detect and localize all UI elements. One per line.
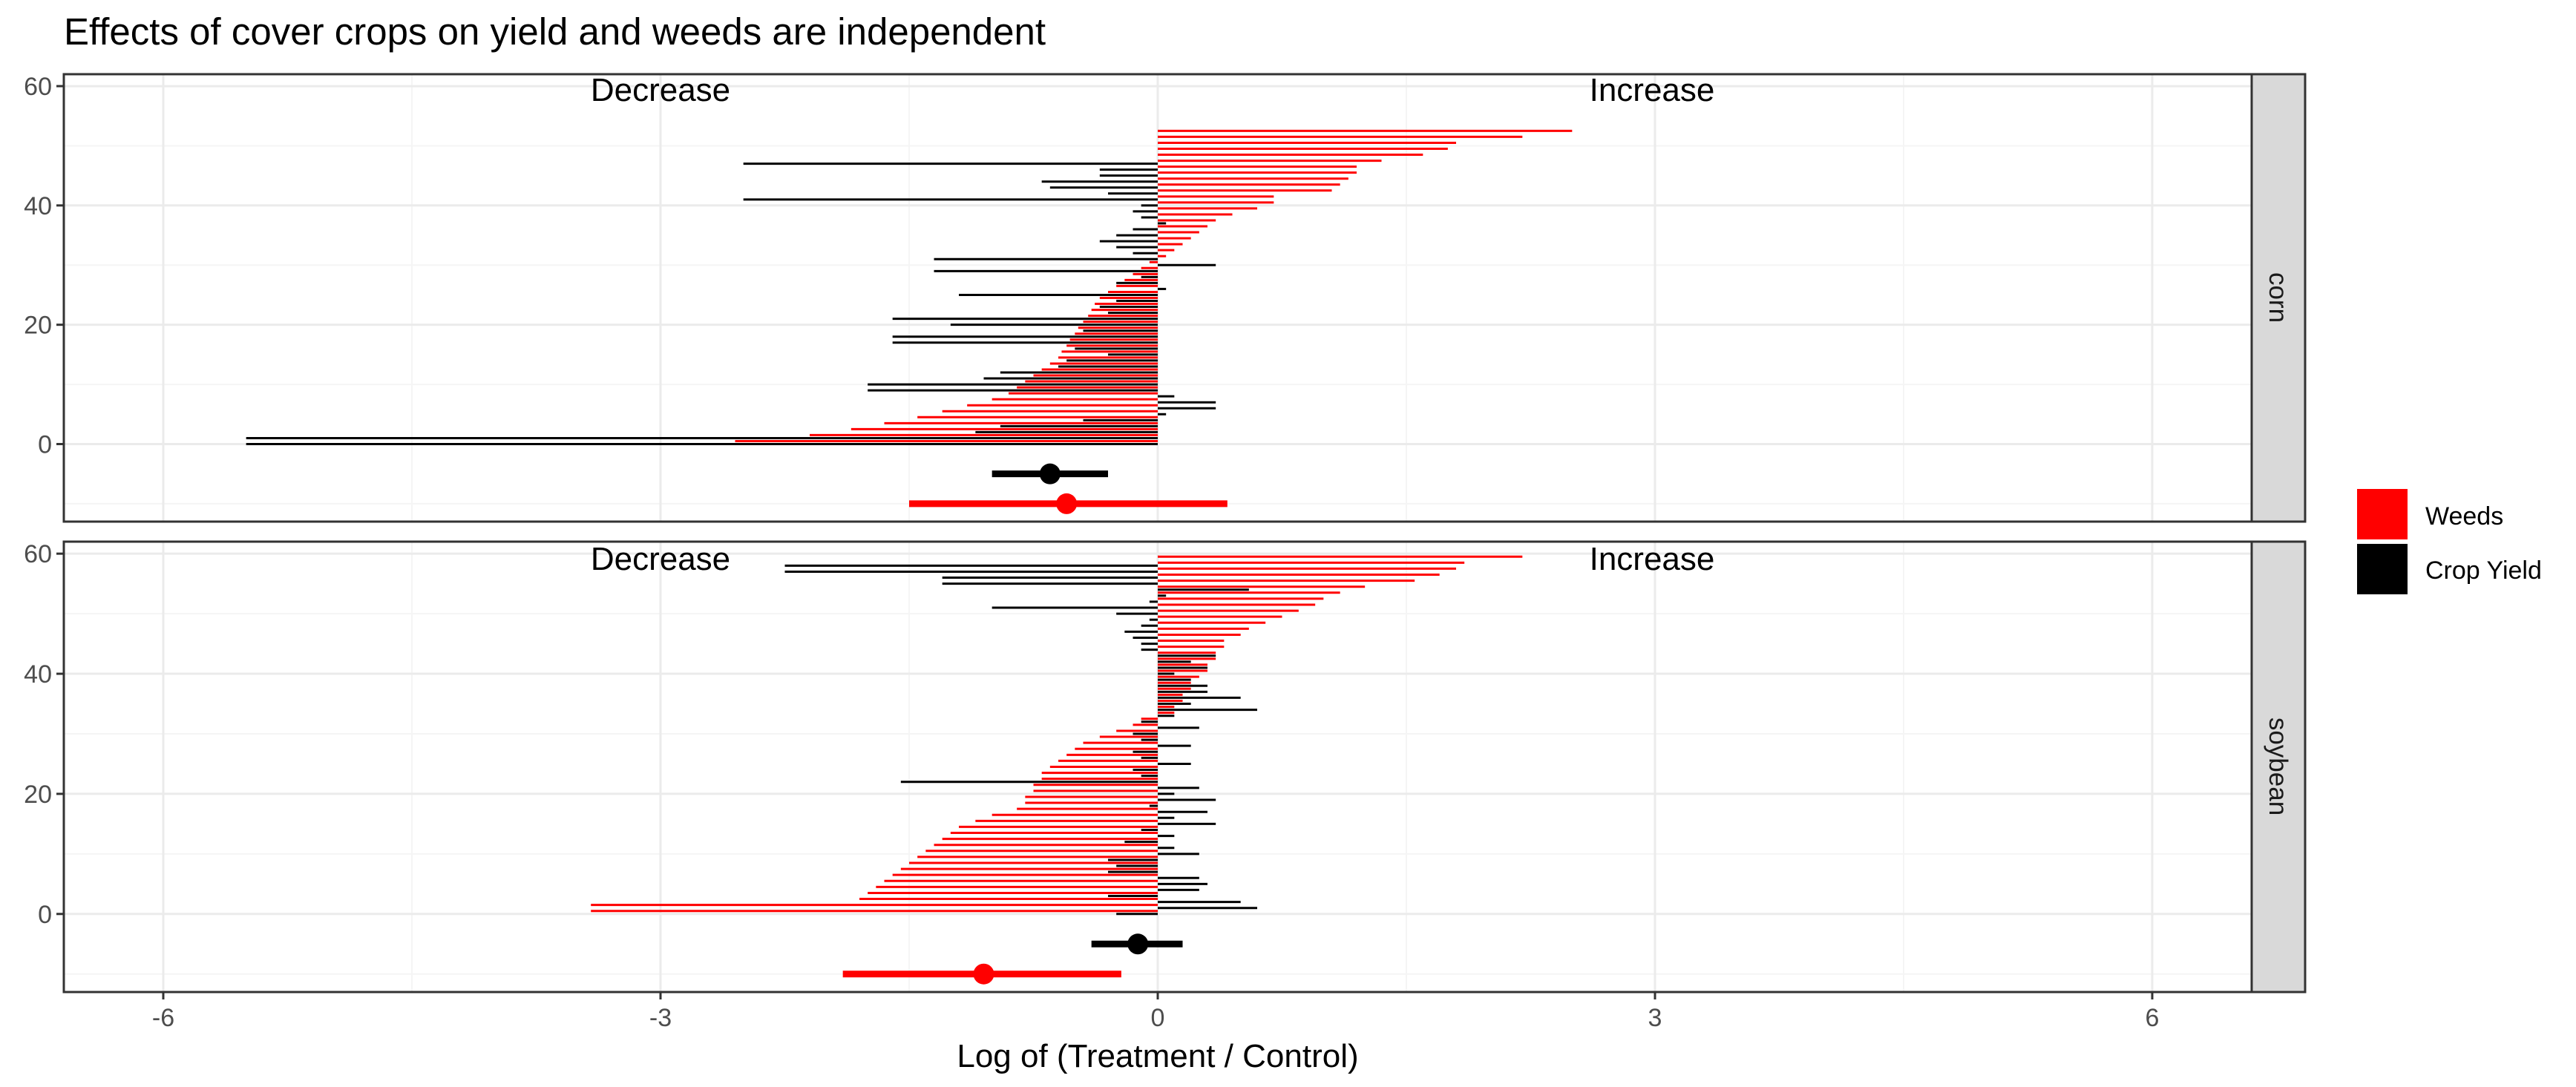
- annotation-decrease: Decrease: [591, 541, 730, 577]
- x-axis: -6 -3 0 3 6: [152, 992, 2160, 1032]
- y-tick-label: 0: [38, 901, 52, 929]
- strip-label: corn: [2264, 272, 2292, 323]
- annotation-increase: Increase: [1590, 541, 1715, 577]
- legend-key-weeds: [2357, 489, 2408, 539]
- yield-summary-point: [1127, 933, 1149, 955]
- legend-key-crop-yield: [2357, 544, 2408, 594]
- weeds-summary-point: [973, 963, 994, 985]
- y-axis: 0 20 40 60: [24, 73, 64, 459]
- weeds-summary-point: [1056, 493, 1078, 514]
- y-tick-label: 60: [24, 73, 52, 101]
- y-tick-label: 60: [24, 540, 52, 568]
- yield-summary-point: [1039, 463, 1061, 485]
- annotation-decrease: Decrease: [591, 72, 730, 108]
- x-tick-label: 6: [2146, 1004, 2160, 1032]
- y-axis: 0 20 40 60: [24, 540, 64, 929]
- annotation-increase: Increase: [1590, 72, 1715, 108]
- bars: [591, 555, 1523, 916]
- x-tick-label: -6: [152, 1004, 174, 1032]
- legend-label-weeds: Weeds: [2425, 502, 2503, 531]
- x-tick-label: 0: [1151, 1004, 1165, 1032]
- panel-soybean: Decrease Increase 0 20 40 60 soybean: [24, 540, 2307, 994]
- x-tick-label: -3: [649, 1004, 672, 1032]
- y-tick-label: 20: [24, 781, 52, 809]
- legend: Weeds Crop Yield: [2357, 489, 2542, 594]
- panel-corn: Decrease Increase 0 20 40 60 corn: [24, 72, 2307, 523]
- y-tick-label: 40: [24, 192, 52, 220]
- y-tick-label: 40: [24, 660, 52, 689]
- x-axis-title: Log of (Treatment / Control): [957, 1038, 1358, 1074]
- legend-label-crop-yield: Crop Yield: [2425, 556, 2542, 585]
- x-tick-label: 3: [1648, 1004, 1662, 1032]
- summary-estimates: [909, 463, 1228, 514]
- bars: [246, 129, 1573, 445]
- y-tick-label: 20: [24, 312, 52, 340]
- strip: [2250, 73, 2307, 523]
- y-tick-label: 0: [38, 430, 52, 459]
- summary-estimates: [842, 933, 1183, 985]
- chart-title: Effects of cover crops on yield and weed…: [64, 10, 1046, 53]
- strip: [2250, 540, 2307, 994]
- strip-label: soybean: [2264, 717, 2292, 815]
